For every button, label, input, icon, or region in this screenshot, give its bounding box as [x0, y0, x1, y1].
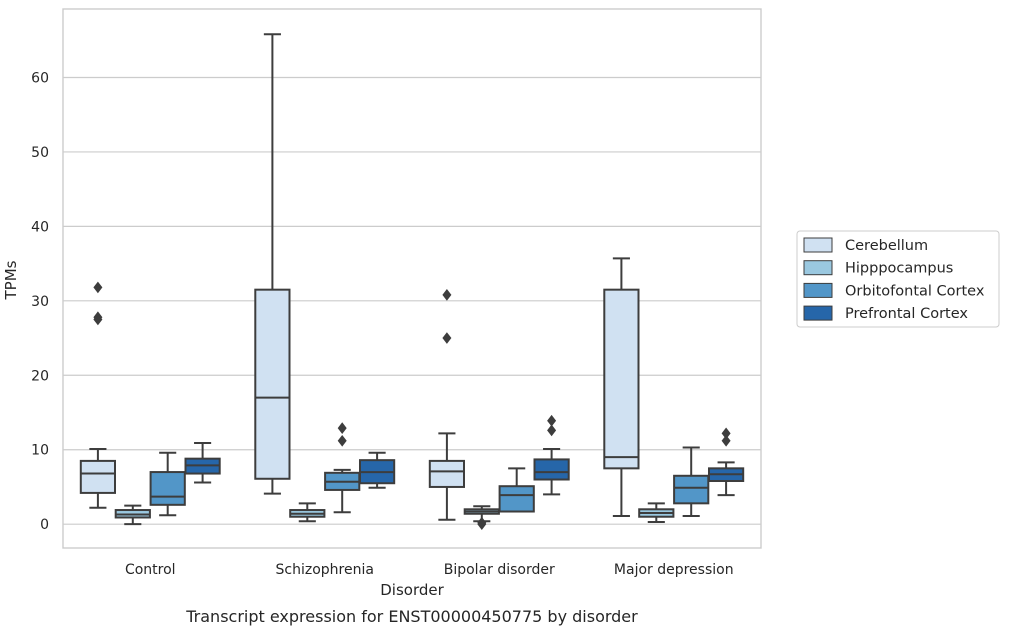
legend-swatch-1	[803, 260, 833, 276]
y-tick-label-40: 40	[31, 219, 49, 235]
legend-label-2: Orbitofontal Cortex	[845, 283, 985, 299]
chart-caption: Transcript expression for ENST0000045077…	[185, 607, 638, 626]
y-tick-label-10: 10	[31, 443, 49, 459]
x-tick-label-1: Schizophrenia	[276, 562, 374, 578]
legend-frame	[796, 230, 1000, 328]
iqr-box	[673, 474, 710, 505]
box-1-0	[114, 504, 151, 526]
series-1	[114, 502, 675, 531]
box-1-2	[463, 505, 500, 531]
x-tick-label-0: Control	[125, 562, 176, 578]
legend-swatch-2	[803, 282, 833, 298]
x-tick-label-2: Bipolar disorder	[444, 562, 555, 578]
legend-label-3: Prefrontal Cortex	[845, 306, 968, 322]
outlier-1	[547, 414, 557, 427]
box-0-0	[79, 281, 117, 509]
series-2	[149, 422, 710, 517]
y-gridlines	[63, 76, 761, 525]
box-3-2	[533, 414, 570, 496]
box-3-3	[707, 427, 745, 497]
box-3-1	[358, 451, 396, 489]
iqr-box	[603, 288, 640, 470]
iqr-box	[254, 288, 291, 480]
outlier-2	[93, 281, 103, 294]
box-2-2	[498, 467, 535, 513]
outlier-0	[547, 424, 557, 437]
box-2-3	[673, 446, 710, 517]
x-tick-label-3: Major depression	[614, 562, 734, 578]
box-2-0	[149, 451, 186, 517]
y-tick-label-0: 0	[40, 517, 49, 533]
box-series	[79, 33, 745, 531]
outlier-1	[442, 289, 452, 301]
box-2-1	[324, 422, 361, 514]
box-1-1	[289, 502, 326, 523]
y-tick-labels: 0 10 20 30 40 50 60	[31, 70, 49, 533]
outlier-0	[337, 434, 347, 447]
plot-frame	[62, 8, 762, 549]
y-axis-label: TPMs	[2, 260, 20, 300]
x-tick-labels: Control Schizophrenia Bipolar disorder Majo…	[125, 562, 734, 578]
legend-label-1: Hipppocampus	[845, 261, 953, 277]
outlier-1	[337, 422, 347, 434]
y-tick-label-60: 60	[31, 70, 49, 86]
box-0-2	[428, 289, 466, 521]
iqr-box	[428, 459, 466, 488]
box-0-3	[603, 257, 640, 517]
x-axis-label: Disorder	[380, 581, 444, 599]
box-0-1	[254, 33, 291, 495]
iqr-box	[498, 485, 535, 513]
iqr-box	[533, 458, 570, 481]
y-tick-label-20: 20	[31, 368, 49, 384]
y-tick-label-30: 30	[31, 294, 49, 310]
outlier-1	[721, 427, 731, 440]
box-3-0	[184, 442, 221, 484]
outlier-0	[721, 434, 731, 447]
outlier-1	[93, 311, 103, 324]
iqr-box	[79, 459, 117, 494]
outlier-0	[442, 332, 452, 344]
box-1-3	[638, 502, 675, 523]
series-0	[79, 33, 640, 521]
legend-label-0: Cerebellum	[845, 238, 928, 254]
legend-swatch-0	[803, 237, 833, 253]
series-3	[184, 414, 745, 497]
outlier-1	[477, 516, 487, 529]
legend-swatch-3	[803, 305, 833, 321]
y-tick-label-50: 50	[31, 145, 49, 161]
legend: Cerebellum Hipppocampus Orbitofontal Corte…	[796, 230, 1000, 328]
iqr-box	[149, 471, 186, 506]
